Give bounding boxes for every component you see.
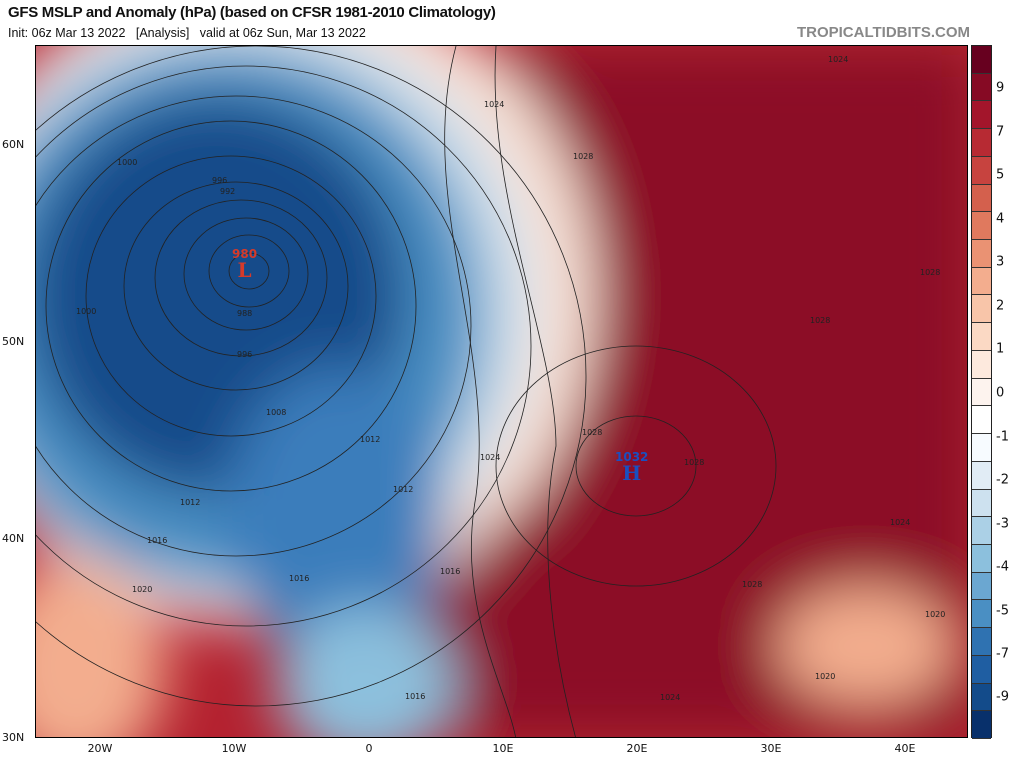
lon-label: 30E bbox=[760, 742, 782, 755]
colorbar bbox=[971, 45, 992, 739]
contour-label: 1016 bbox=[147, 536, 168, 545]
colorbar-label: -9 bbox=[996, 689, 1009, 705]
contour-label: 1016 bbox=[440, 567, 461, 576]
colorbar-segment bbox=[972, 156, 991, 185]
colorbar-segment bbox=[972, 711, 991, 739]
colorbar-segment bbox=[972, 572, 991, 601]
contour-label: 1024 bbox=[890, 518, 911, 527]
colorbar-segment bbox=[972, 628, 991, 656]
colorbar-label: 9 bbox=[996, 80, 1005, 96]
colorbar-label: 4 bbox=[996, 211, 1005, 227]
contour-label: 1012 bbox=[180, 498, 201, 507]
contour-label: 1016 bbox=[405, 692, 426, 701]
high-pressure-value: 1032 bbox=[615, 450, 649, 464]
colorbar-segment bbox=[972, 517, 991, 545]
contour-label: 1000 bbox=[76, 307, 97, 316]
lon-label: 40E bbox=[894, 742, 916, 755]
colorbar-label: 7 bbox=[996, 124, 1005, 140]
contour-label: 1028 bbox=[573, 152, 594, 161]
lat-label: 60N bbox=[2, 138, 25, 151]
colorbar-segment bbox=[972, 295, 991, 324]
low-pressure-marker: 980 L bbox=[232, 248, 257, 280]
contour-label: 1008 bbox=[266, 408, 287, 417]
chart-title: GFS MSLP and Anomaly (hPa) (based on CFS… bbox=[8, 4, 496, 21]
lat-label: 40N bbox=[2, 532, 25, 545]
colorbar-segment bbox=[972, 655, 991, 684]
colorbar-segment bbox=[972, 350, 991, 379]
contour-label: 1012 bbox=[393, 485, 414, 494]
contour-label: 1012 bbox=[360, 435, 381, 444]
colorbar-segment bbox=[972, 101, 991, 130]
low-pressure-value: 980 bbox=[232, 247, 258, 261]
colorbar-label: 2 bbox=[996, 298, 1005, 314]
lat-label: 50N bbox=[2, 335, 25, 348]
colorbar-segment bbox=[972, 683, 991, 712]
contour-label: 996 bbox=[237, 350, 253, 359]
colorbar-label: -3 bbox=[996, 516, 1009, 532]
brand-watermark: TROPICALTIDBITS.COM bbox=[796, 24, 970, 41]
colorbar-segment bbox=[972, 129, 991, 157]
lat-label: 30N bbox=[2, 731, 25, 744]
contour-label: 1028 bbox=[920, 268, 941, 277]
contour-label: 1024 bbox=[828, 55, 849, 64]
colorbar-segment bbox=[972, 267, 991, 296]
colorbar-label: 5 bbox=[996, 167, 1005, 183]
contour-label: 1020 bbox=[815, 672, 836, 681]
contour-label: 1020 bbox=[132, 585, 153, 594]
colorbar-segment bbox=[972, 46, 991, 74]
high-pressure-marker: 1032 H bbox=[615, 451, 648, 483]
colorbar-label: -4 bbox=[996, 559, 1009, 575]
colorbar-segment bbox=[972, 600, 991, 629]
colorbar-label: 1 bbox=[996, 341, 1005, 357]
contour-label: 1024 bbox=[660, 693, 681, 702]
lon-label: 20E bbox=[626, 742, 648, 755]
colorbar-segment bbox=[972, 434, 991, 462]
colorbar-label: -5 bbox=[996, 603, 1009, 619]
colorbar-label: -7 bbox=[996, 646, 1009, 662]
contour-label: 1028 bbox=[684, 458, 705, 467]
low-pressure-letter: L bbox=[237, 258, 252, 282]
colorbar-segment bbox=[972, 489, 991, 518]
contour-label: 1028 bbox=[582, 428, 603, 437]
colorbar-segment bbox=[972, 240, 991, 268]
contour-label: 1028 bbox=[810, 316, 831, 325]
isobars bbox=[36, 46, 777, 737]
anomaly-field bbox=[36, 46, 967, 737]
contour-label: 1028 bbox=[742, 580, 763, 589]
chart-subtitle: Init: 06z Mar 13 2022 [Analysis] valid a… bbox=[8, 26, 366, 40]
lon-label: 10W bbox=[221, 742, 247, 755]
contour-label: 1024 bbox=[484, 100, 505, 109]
colorbar-label: 0 bbox=[996, 385, 1005, 401]
colorbar-label: -1 bbox=[996, 429, 1009, 445]
contour-label: 988 bbox=[237, 309, 253, 318]
lon-label: 0 bbox=[365, 742, 373, 755]
lon-label: 20W bbox=[87, 742, 113, 755]
high-pressure-letter: H bbox=[622, 461, 642, 485]
colorbar-label: 3 bbox=[996, 254, 1005, 270]
colorbar-label: -2 bbox=[996, 472, 1009, 488]
contour-label: 1016 bbox=[289, 574, 310, 583]
contour-label: 1024 bbox=[480, 453, 501, 462]
colorbar-segment bbox=[972, 461, 991, 490]
lon-label: 10E bbox=[492, 742, 514, 755]
contour-label: 1020 bbox=[925, 610, 946, 619]
colorbar-segment bbox=[972, 323, 991, 351]
colorbar-segment bbox=[972, 406, 991, 435]
contour-label: 992 bbox=[220, 187, 236, 196]
contour-label: 1000 bbox=[117, 158, 138, 167]
colorbar-segment bbox=[972, 212, 991, 241]
contour-label: 996 bbox=[212, 176, 228, 185]
colorbar-segment bbox=[972, 73, 991, 102]
colorbar-segment bbox=[972, 378, 991, 407]
map-panel bbox=[35, 45, 968, 738]
colorbar-segment bbox=[972, 544, 991, 573]
colorbar-segment bbox=[972, 184, 991, 213]
